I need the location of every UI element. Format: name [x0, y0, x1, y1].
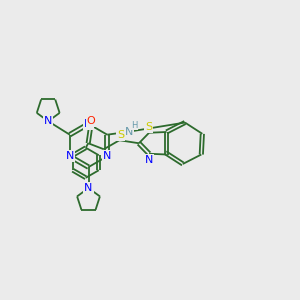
Text: N: N: [145, 155, 153, 165]
Text: S: S: [145, 122, 152, 132]
Text: N: N: [124, 127, 133, 137]
Text: N: N: [84, 119, 93, 129]
Text: N: N: [66, 151, 74, 161]
Text: H: H: [131, 121, 137, 130]
Text: N: N: [44, 116, 52, 126]
Text: O: O: [87, 116, 96, 126]
Text: N: N: [84, 183, 93, 193]
Text: N: N: [103, 151, 111, 161]
Text: S: S: [117, 130, 124, 140]
